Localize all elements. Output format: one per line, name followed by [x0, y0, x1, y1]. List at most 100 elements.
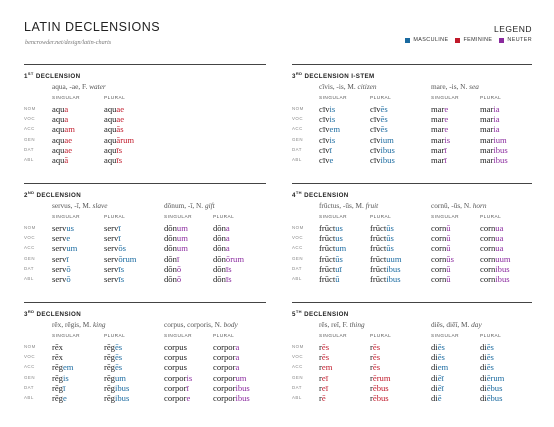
singular-header: SINGULAR [319, 95, 347, 100]
singular-form: dōnum [164, 223, 188, 233]
ending: ū [446, 274, 451, 284]
ending: ia [493, 114, 500, 125]
plural-form: marium [480, 135, 507, 145]
singular-form: aquae [52, 135, 72, 145]
stem: cīv [370, 144, 381, 155]
stem: corn [480, 253, 496, 264]
section-heading: 3RD DECLENSION [24, 309, 82, 319]
case-label: NOM [24, 106, 36, 111]
legend-label: FEMININE [463, 37, 493, 43]
stem: rēx [52, 342, 63, 352]
declension-section-d4: 4TH DECLENSION NOM VOC ACC GEN DAT ABL frūctus,… [292, 183, 532, 295]
declension-section-d1: 1ST DECLENSION NOM VOC ACC GEN DAT ABL aqua, -a… [24, 64, 266, 176]
stem: corpor [213, 393, 236, 403]
case-label: VOC [292, 354, 304, 360]
ending: ēs [372, 362, 381, 373]
ending: is [186, 372, 193, 383]
ending: ōrum [118, 253, 137, 264]
singular-form: servum [52, 243, 77, 253]
singular-form: rē [319, 393, 326, 403]
stem: aqu [52, 144, 65, 155]
ending: ī [62, 382, 66, 393]
ending: īs [225, 263, 232, 274]
ending: uum [495, 253, 511, 264]
singular-form: frūctuī [319, 264, 342, 274]
ending: is [444, 134, 451, 145]
stem: rēg [104, 372, 115, 383]
ending: um [235, 372, 247, 383]
ending: eī [321, 382, 329, 393]
stem: corpor [213, 352, 236, 363]
ending: ūs [446, 253, 454, 264]
stem: corpor [164, 382, 187, 393]
stem: corpor [213, 382, 236, 393]
singular-form: rēgem [52, 362, 73, 372]
stem: dōn [164, 253, 177, 264]
case-label: VOC [292, 116, 304, 122]
stem: frūct [370, 253, 387, 264]
case-label: DAT [24, 384, 34, 390]
plural-form: servōs [104, 243, 126, 253]
ending: īs [118, 263, 125, 274]
stem: serv [52, 263, 67, 274]
noun-gloss: rēs, reī, F. thing [319, 320, 365, 329]
legend-title: LEGEND [494, 24, 532, 34]
plural-form: servīs [104, 264, 124, 274]
case-label: ABL [24, 395, 34, 400]
singular-form: cornū [431, 274, 451, 284]
singular-form: frūctū [319, 274, 340, 284]
stem: frūct [319, 253, 336, 264]
singular-form: dōnō [164, 264, 181, 274]
ending: us [335, 223, 343, 233]
plural-form: corporum [213, 373, 246, 383]
stem: dōn [164, 274, 177, 284]
plural-header: PLURAL [480, 333, 502, 338]
singular-form: frūctus [319, 223, 343, 233]
ending: īs [116, 144, 123, 155]
stem: aqu [52, 124, 65, 135]
plural-form: cīvēs [370, 114, 388, 124]
ending: um [176, 233, 188, 244]
singular-form: diēī [431, 373, 444, 383]
singular-form: rem [319, 362, 332, 372]
stem: corn [431, 223, 447, 233]
stem: dōn [164, 263, 177, 274]
singular-form: aqua [52, 104, 68, 114]
singular-header: SINGULAR [319, 214, 347, 219]
singular-header: SINGULAR [431, 333, 459, 338]
english-meaning: fruit [365, 201, 379, 210]
plural-form: servōrum [104, 254, 136, 264]
plural-form: rēgibus [104, 393, 129, 403]
stem: mar [431, 155, 445, 165]
stem: frūct [370, 263, 387, 274]
case-label: ACC [24, 245, 35, 251]
plural-form: diēbus [480, 383, 502, 393]
case-label: GEN [292, 255, 304, 261]
case-label: GEN [24, 374, 36, 380]
plural-form: rēgēs [104, 352, 122, 362]
ending: ibus [380, 155, 395, 165]
plural-form: maria [480, 114, 500, 124]
plural-form: aquās [104, 124, 124, 134]
stem: mar [480, 134, 494, 145]
plural-form: rēs [370, 352, 380, 362]
ending: em [321, 362, 333, 373]
ending: um [176, 243, 188, 254]
stem: dōn [213, 263, 226, 274]
stem: cīv [370, 155, 381, 165]
singular-form: rēs [319, 352, 329, 362]
stem: serv [52, 274, 67, 284]
stem: serv [52, 223, 67, 233]
ending: ērum [486, 372, 505, 383]
stem: r [370, 393, 373, 403]
ending: ārum [116, 134, 135, 145]
plural-form: cīvibus [370, 145, 395, 155]
stem: rēg [104, 352, 115, 363]
stem: di [480, 362, 487, 373]
singular-form: reī [319, 373, 328, 383]
ending: ēs [114, 352, 123, 363]
singular-form: mare [431, 114, 448, 124]
declension-section-d2: 2ND DECLENSION NOM VOC ACC GEN DAT ABL servus, … [24, 183, 266, 295]
plural-header: PLURAL [480, 95, 502, 100]
stem: mar [480, 144, 494, 155]
